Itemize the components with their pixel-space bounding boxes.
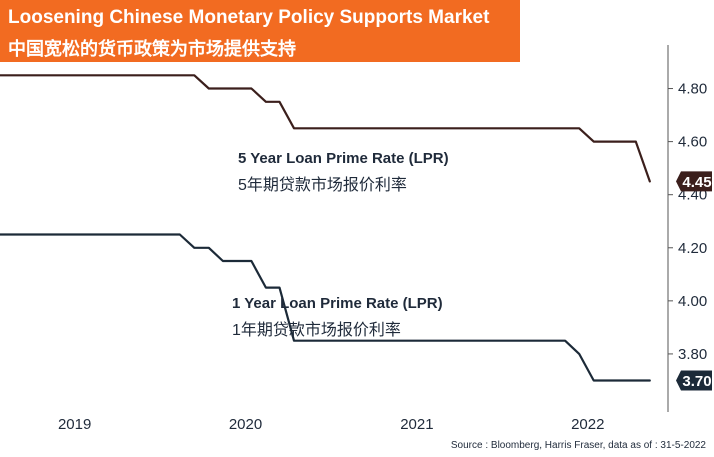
five-year-label-en: 5 Year Loan Prime Rate (LPR) bbox=[238, 150, 449, 167]
five_year-line bbox=[0, 74, 651, 183]
x-tick-label: 2021 bbox=[400, 416, 433, 433]
x-tick-label: 2020 bbox=[229, 416, 262, 433]
chart-series bbox=[0, 74, 651, 382]
five-year-label-cn: 5年期贷款市场报价利率 bbox=[238, 177, 407, 194]
title-banner: Loosening Chinese Monetary Policy Suppor… bbox=[0, 0, 520, 62]
one_year-line bbox=[0, 233, 651, 382]
one-year-label-en: 1 Year Loan Prime Rate (LPR) bbox=[232, 295, 443, 312]
y-tick-label: 4.20 bbox=[678, 240, 707, 257]
one-year-series-label: 1 Year Loan Prime Rate (LPR) 1年期贷款市场报价利率 bbox=[232, 295, 443, 340]
source-note: Source : Bloomberg, Harris Fraser, data … bbox=[450, 440, 706, 451]
five_year-end-badge bbox=[676, 171, 712, 192]
y-tick-label: 3.80 bbox=[678, 346, 707, 363]
chart-end-labels: 4.45 3.70 bbox=[676, 171, 712, 391]
chart-title-en: Loosening Chinese Monetary Policy Suppor… bbox=[8, 7, 490, 28]
y-tick-label: 4.60 bbox=[678, 134, 707, 151]
y-tick-label: 4.00 bbox=[678, 293, 707, 310]
chart-title-cn: 中国宽松的货币政策为市场提供支持 bbox=[8, 39, 296, 59]
five_year-end-label: 4.45 bbox=[682, 174, 711, 191]
five-year-series-label: 5 Year Loan Prime Rate (LPR) 5年期贷款市场报价利率 bbox=[238, 150, 449, 195]
one-year-label-cn: 1年期贷款市场报价利率 bbox=[232, 322, 401, 339]
one_year-end-badge bbox=[676, 370, 712, 391]
x-tick-label: 2019 bbox=[58, 416, 91, 433]
y-tick-label: 4.80 bbox=[678, 81, 707, 98]
x-tick-label: 2022 bbox=[571, 416, 604, 433]
one_year-end-label: 3.70 bbox=[682, 373, 711, 390]
